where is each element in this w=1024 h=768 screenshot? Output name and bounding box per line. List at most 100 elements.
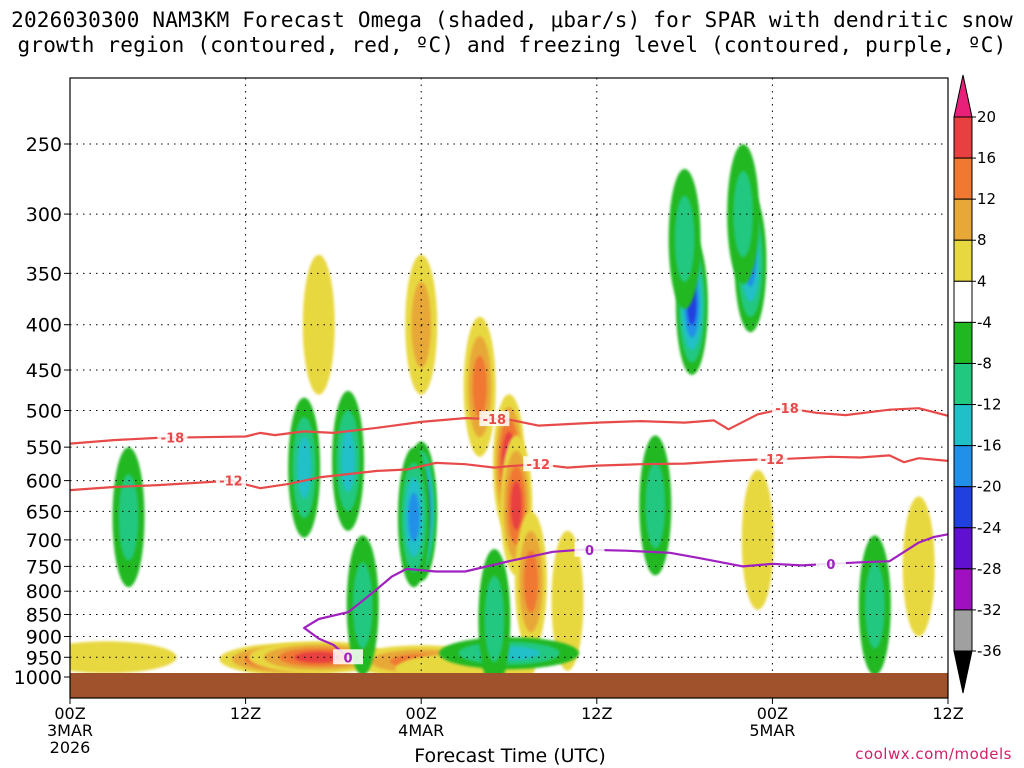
contour-label-bg [333, 649, 364, 665]
x-tick-label: 12Z [932, 704, 963, 723]
colorbar-label: 4 [977, 272, 987, 290]
colorbar: 20 16 12 8 4 -4 -8 -12 -16 -20 -24 -28 -32 -36 [953, 74, 1002, 694]
omega-level-8 [411, 281, 432, 368]
colorbar-swatch [953, 362, 973, 406]
omega-cell [346, 535, 379, 676]
colorbar-top-arrow [953, 74, 973, 118]
omega-level-4 [219, 643, 360, 676]
colorbar-label: 12 [977, 190, 996, 208]
omega-level--4 [478, 549, 511, 690]
omega-shading [70, 144, 935, 690]
omega-cell [734, 192, 767, 333]
omega-level-4 [70, 641, 177, 674]
colorbar-label: 20 [977, 108, 996, 126]
omega-level-4 [514, 511, 547, 652]
omega-level-8 [519, 530, 543, 633]
omega-level--8 [865, 562, 885, 649]
omega-cell [219, 643, 360, 676]
omega-level-8 [263, 644, 374, 670]
colorbar-swatch [953, 321, 973, 364]
y-tick-label: 350 [26, 263, 62, 285]
omega-level--4 [668, 168, 701, 309]
x-tick-label: 00Z [757, 704, 788, 723]
omega-level--4 [405, 441, 438, 582]
omega-level--8 [737, 207, 763, 318]
omega-level--16 [744, 237, 757, 287]
omega-level-4 [248, 641, 389, 674]
omega-level--16 [408, 492, 420, 542]
omega-level--8 [292, 416, 316, 519]
omega-level-20 [269, 654, 310, 664]
omega-cell [439, 637, 579, 670]
omega-cell [668, 168, 701, 309]
omega-level-12 [279, 648, 359, 667]
x-tick-date: 3MAR [47, 721, 93, 740]
x-tick-label: 00Z [54, 704, 85, 723]
omega-cell [500, 435, 533, 576]
omega-level-4 [500, 435, 533, 576]
omega-level--12 [409, 459, 434, 563]
omega-level--12 [297, 436, 312, 499]
omega-cell [332, 390, 365, 531]
plot-frame [69, 77, 949, 699]
chart-title-line1: 2026030300 NAM3KM Forecast Omega (shaded… [11, 8, 1013, 32]
colorbar-label: -12 [977, 396, 1002, 414]
colorbar-label: 16 [977, 149, 996, 167]
omega-level-12 [244, 648, 335, 670]
contour-label: -18 [775, 402, 799, 417]
y-tick-label: 900 [26, 626, 62, 648]
omega-level-4 [551, 530, 584, 671]
colorbar-label: -16 [977, 437, 1002, 455]
omega-level-16 [510, 481, 522, 530]
omega-level--4 [346, 535, 379, 676]
omega-level-4 [902, 496, 935, 637]
omega-level--4 [112, 447, 145, 588]
contour-label: -18 [483, 413, 507, 428]
contour-label: -12 [761, 453, 785, 468]
chart-title-line2: growth region (contoured, red, ºC) and f… [17, 33, 1007, 57]
omega-level--8 [645, 462, 666, 549]
omega-level--16 [411, 468, 431, 554]
y-tick-label: 650 [26, 501, 62, 523]
omega-level-4 [493, 394, 525, 535]
omega-level-16 [257, 651, 322, 667]
omega-level-8 [468, 336, 492, 438]
omega-cell [288, 397, 321, 538]
omega-cell [302, 254, 335, 395]
omega-level-12 [390, 654, 453, 669]
omega-level-4 [395, 653, 536, 686]
omega-level--28 [417, 496, 425, 527]
omega-level--4 [439, 637, 579, 670]
omega-cell [70, 641, 177, 674]
colorbar-swatch [953, 157, 973, 200]
omega-level--24 [415, 487, 427, 536]
colorbar-label: -20 [977, 478, 1002, 496]
omega-level--4 [858, 535, 891, 676]
omega-cell [395, 653, 536, 686]
omega-cell [405, 254, 438, 395]
contour-line-0 [303, 533, 948, 659]
omega-level--16 [684, 272, 700, 338]
omega-level--4 [332, 390, 365, 531]
omega-cell [675, 234, 708, 375]
omega-level--20 [687, 284, 697, 325]
contour-line--12 [70, 454, 948, 492]
colorbar-label: -24 [977, 519, 1002, 537]
y-tick-label: 700 [26, 530, 62, 552]
omega-level--8 [458, 641, 560, 665]
y-tick-label: 600 [26, 471, 62, 493]
colorbar-swatch [953, 445, 973, 488]
y-axis-ticks: 2503003504004505005506006507007508008509… [14, 134, 70, 689]
y-tick-label: 1000 [14, 667, 62, 689]
credit-text: coolwx.com/models [855, 745, 1012, 763]
omega-cell [493, 394, 525, 535]
ground-surface [70, 673, 948, 698]
colorbar-label: -8 [977, 354, 992, 372]
y-tick-label: 550 [26, 437, 62, 459]
x-tick-date: 5MAR [749, 721, 795, 740]
omega-level-8 [370, 649, 472, 673]
omega-cell [639, 435, 672, 576]
omega-cell [405, 441, 438, 582]
y-tick-label: 450 [26, 360, 62, 382]
omega-level-12 [472, 355, 487, 418]
